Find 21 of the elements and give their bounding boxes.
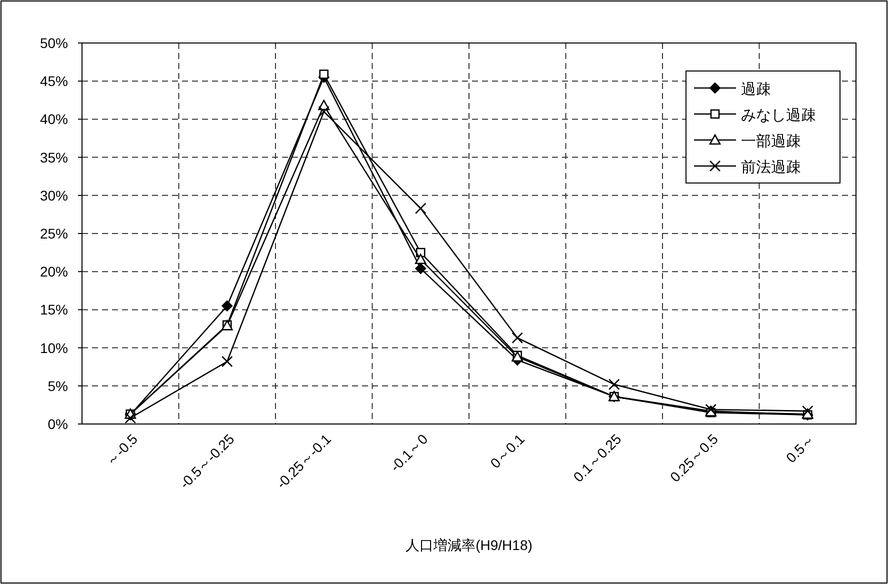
x-tick-label: 0.5～ [782, 430, 818, 466]
x-axis-title: 人口増減率(H9/H18) [406, 537, 532, 553]
y-tick-label: 45% [40, 73, 68, 90]
legend-label: 前法過疎 [741, 159, 801, 176]
y-tick-label: 15% [40, 302, 68, 318]
legend-label: 過疎 [741, 81, 771, 98]
legend-label: 一部過疎 [741, 133, 801, 150]
x-tick-label: 0～0.1 [487, 430, 528, 472]
y-tick-label: 0% [48, 416, 68, 432]
y-tick-label: 20% [40, 264, 68, 280]
y-tick-label: 5% [48, 378, 68, 394]
x-tick-label: 0.1～0.25 [570, 430, 624, 486]
y-tick-label: 10% [40, 340, 68, 356]
y-tick-label: 30% [40, 187, 68, 204]
y-tick-label: 40% [40, 111, 68, 128]
legend-label: みなし過疎 [741, 107, 816, 124]
y-tick-label: 35% [40, 149, 68, 166]
y-tick-label: 50% [40, 35, 68, 51]
y-tick-label: 25% [40, 226, 68, 242]
x-tick-label: ～-0.5 [102, 430, 141, 470]
x-tick-label: -0.1～0 [386, 430, 431, 475]
